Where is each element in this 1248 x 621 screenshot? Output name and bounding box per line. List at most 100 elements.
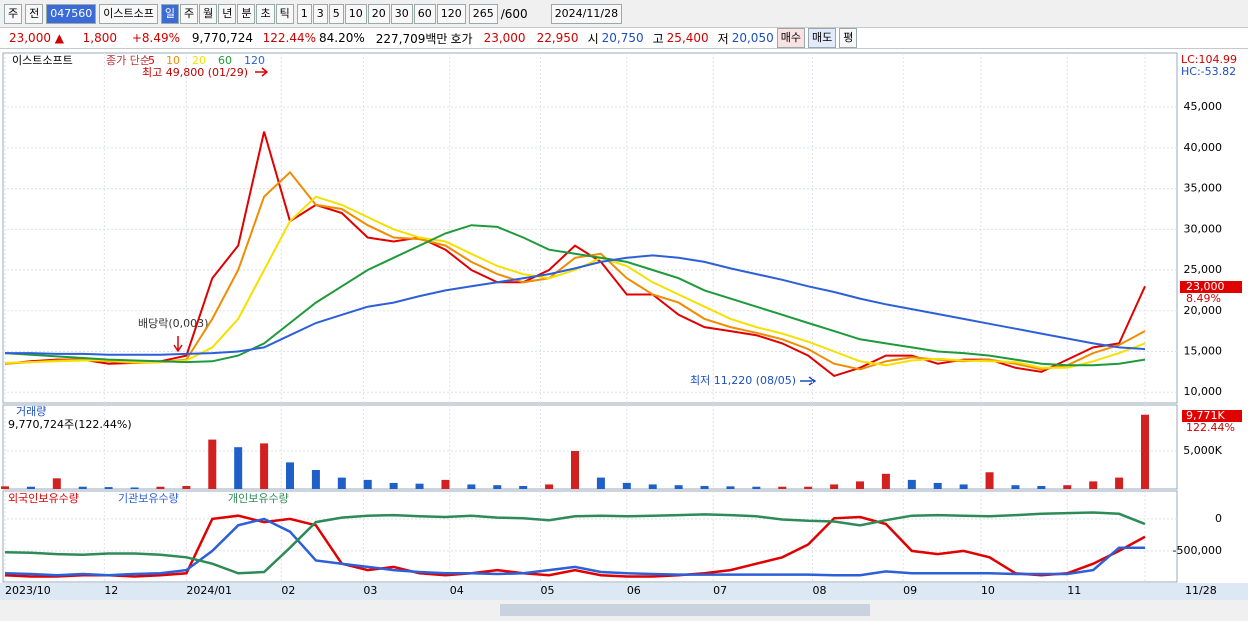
volume-bar <box>78 486 87 489</box>
volume-bar <box>441 479 450 489</box>
quote-bar: 23,000 ▲ 1,800 +8.49% 9,770,724 122.44% … <box>0 28 1248 49</box>
tab-button[interactable]: 초 <box>256 3 275 24</box>
volume-bar <box>493 485 502 489</box>
y-tick-label: 15,000 <box>1184 344 1223 357</box>
x-tick-label: 08 <box>813 584 827 597</box>
annotation: 최저 11,220 (08/05) <box>690 374 796 387</box>
interval-button[interactable]: 5 <box>328 3 344 24</box>
last-change: 8.49% <box>1186 292 1221 305</box>
legend-entry: 20 <box>192 54 206 67</box>
open: 20,750 <box>601 31 644 45</box>
tab-button[interactable]: 주 <box>179 3 199 24</box>
x-tick-label: 12 <box>104 584 118 597</box>
series-line <box>4 511 1146 575</box>
scroll-thumb[interactable] <box>500 604 870 616</box>
volume-bar <box>959 484 968 489</box>
interval-button[interactable]: 60 <box>413 3 436 24</box>
volume-bar <box>907 479 916 489</box>
volume-rate: 122.44% <box>262 31 316 45</box>
volume-bar <box>234 447 243 489</box>
avg-button[interactable]: 평 <box>839 28 858 48</box>
price: 23,000 ▲ <box>8 31 64 45</box>
volume-bar <box>830 484 839 489</box>
y-tick-label: 5,000K <box>1183 444 1222 457</box>
x-tick-label: 05 <box>540 584 554 597</box>
tab-button[interactable]: 일 <box>160 3 179 24</box>
interval-button[interactable]: 1 <box>296 3 312 24</box>
name-field[interactable]: 이스트소프 <box>99 3 158 24</box>
series-line <box>4 224 1146 367</box>
prev-button[interactable]: 전 <box>25 3 44 24</box>
tab-button[interactable]: 분 <box>237 3 256 24</box>
low: 20,050 <box>731 31 774 45</box>
volume-bar <box>778 486 787 489</box>
annotation-arrow <box>173 336 183 353</box>
volume-bar <box>26 486 35 489</box>
x-tick-label: 03 <box>363 584 377 597</box>
bid: 22,950 <box>536 31 579 45</box>
background <box>0 50 1248 621</box>
volume-bar <box>1011 485 1020 489</box>
legend-entry: 120 <box>244 54 265 67</box>
volume-bar <box>596 477 605 489</box>
x-axis-band <box>0 583 1248 600</box>
volume-bar <box>52 478 61 489</box>
holdings-panel <box>2 490 1178 583</box>
y-tick-label: 45,000 <box>1184 100 1223 113</box>
x-tick-label: 09 <box>903 584 917 597</box>
sell-button[interactable]: 매도 <box>807 28 837 48</box>
x-tick-label: 04 <box>450 584 464 597</box>
annotation: 최고 49,800 (01/29) <box>142 66 248 79</box>
y-tick-label: 30,000 <box>1184 222 1223 235</box>
tab-button[interactable]: 년 <box>218 3 237 24</box>
change: 1,800 <box>82 31 117 45</box>
interval-button[interactable]: 20 <box>367 3 390 24</box>
y-tick-label: 20,000 <box>1184 304 1223 317</box>
buy-button[interactable]: 매수 <box>776 28 805 48</box>
chart-title: 이스트소프트 <box>12 54 73 67</box>
volume-bar <box>519 485 528 489</box>
volume-subtitle: 9,770,724주(122.44%) <box>8 418 132 431</box>
count-field[interactable]: 265 <box>468 3 498 24</box>
tab-button[interactable]: 월 <box>199 3 218 24</box>
last-price: 23,000 <box>1186 280 1225 293</box>
ask: 23,000 <box>483 31 526 45</box>
interval-button[interactable]: 30 <box>390 3 413 24</box>
interval-group: 1 3 5 10 20 30 60 120 <box>296 3 466 24</box>
interval-button[interactable]: 120 <box>436 3 466 24</box>
code-input[interactable]: 047560 <box>46 3 97 24</box>
annotation-arrow <box>255 67 269 77</box>
ask-label: 호가 <box>450 31 473 46</box>
x-tick-label: 10 <box>981 584 995 597</box>
open-label: 시 <box>587 31 599 46</box>
legend-entry: 개인보유수량 <box>228 492 289 505</box>
volume: 9,770,724 <box>191 31 253 45</box>
tab-button[interactable]: 틱 <box>275 3 294 24</box>
series-line <box>4 195 1146 369</box>
price-panel <box>2 52 1178 404</box>
annotation-arrow <box>800 376 817 386</box>
volume-bar <box>648 484 657 489</box>
volume-title: 거래량 <box>16 405 46 418</box>
volume-bar <box>700 485 709 489</box>
period-button[interactable]: 주 <box>4 3 23 24</box>
date-field[interactable]: 2024/11/28 <box>550 3 623 24</box>
volume-bar <box>674 485 683 489</box>
low-label: 저 <box>717 31 729 46</box>
x-tick-label: 11/28 <box>1185 584 1217 597</box>
interval-button[interactable]: 10 <box>344 3 367 24</box>
volume-bar <box>1063 485 1072 489</box>
x-tick-label: 11 <box>1067 584 1081 597</box>
volume-bar <box>156 486 165 489</box>
legend-entry: 5 <box>148 54 155 67</box>
volume-panel <box>2 404 1178 490</box>
y-tick-label: 10,000 <box>1184 385 1223 398</box>
volume-bar <box>1089 481 1098 489</box>
y-tick-label: -500,000 <box>1173 544 1222 557</box>
volume-bar <box>985 472 994 489</box>
interval-button[interactable]: 3 <box>312 3 328 24</box>
